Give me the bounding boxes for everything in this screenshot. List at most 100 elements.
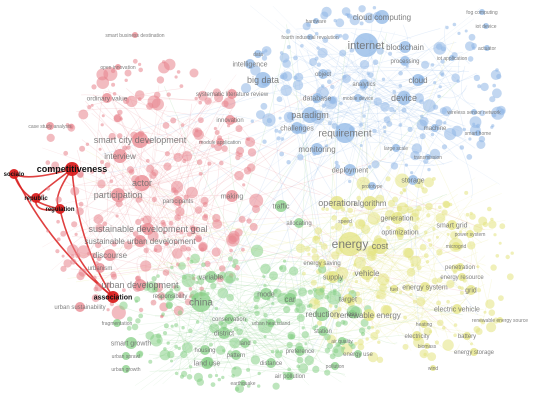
term-node[interactable] bbox=[420, 282, 430, 292]
term-label[interactable]: participation bbox=[94, 190, 143, 200]
term-label[interactable]: wireless sensor network bbox=[447, 110, 501, 116]
term-node[interactable] bbox=[31, 193, 41, 203]
term-label[interactable]: wind bbox=[428, 366, 439, 372]
term-node[interactable] bbox=[205, 271, 217, 283]
term-label[interactable]: requirement bbox=[318, 129, 372, 140]
term-label[interactable]: fragmentation bbox=[102, 321, 133, 327]
term-label[interactable]: challenges bbox=[280, 125, 314, 132]
term-node[interactable] bbox=[165, 291, 175, 301]
term-node[interactable] bbox=[452, 242, 460, 250]
term-label[interactable]: smart grid bbox=[436, 222, 467, 229]
term-label[interactable]: competitiveness bbox=[37, 164, 108, 174]
term-label[interactable]: energy storage bbox=[454, 350, 495, 356]
term-label[interactable]: fourth industrial revolution bbox=[281, 35, 338, 41]
term-node[interactable] bbox=[335, 123, 355, 143]
term-node[interactable] bbox=[447, 220, 457, 230]
term-label[interactable]: pollution bbox=[326, 364, 345, 370]
term-label[interactable]: prototype bbox=[362, 184, 383, 190]
term-node[interactable] bbox=[142, 223, 154, 235]
term-node[interactable] bbox=[372, 238, 388, 254]
term-node[interactable] bbox=[134, 235, 146, 247]
term-label[interactable]: discourse bbox=[93, 251, 128, 260]
term-label[interactable]: speed bbox=[338, 219, 352, 225]
term-node[interactable] bbox=[107, 291, 119, 303]
term-label[interactable]: sustainable development goal bbox=[88, 224, 207, 234]
term-node[interactable] bbox=[354, 94, 362, 102]
term-label[interactable]: traffic bbox=[273, 203, 290, 210]
term-node[interactable] bbox=[315, 307, 329, 321]
term-label[interactable]: biomass bbox=[418, 344, 437, 350]
term-label[interactable]: smart growth bbox=[111, 340, 152, 347]
term-label[interactable]: power system bbox=[455, 232, 486, 238]
term-node[interactable] bbox=[359, 79, 369, 89]
term-label[interactable]: storage bbox=[401, 177, 424, 184]
term-node[interactable] bbox=[431, 124, 439, 132]
term-label[interactable]: participants bbox=[163, 199, 194, 205]
term-node[interactable] bbox=[497, 317, 503, 323]
term-label[interactable]: car bbox=[284, 295, 295, 304]
term-node[interactable] bbox=[113, 319, 121, 327]
term-node[interactable] bbox=[354, 33, 378, 57]
term-node[interactable] bbox=[392, 144, 400, 152]
term-label[interactable]: housing bbox=[194, 348, 215, 354]
term-node[interactable] bbox=[363, 196, 377, 210]
term-label[interactable]: fog computing bbox=[466, 10, 498, 16]
term-label[interactable]: energy resource bbox=[440, 275, 484, 281]
term-label[interactable]: socialo bbox=[4, 172, 25, 178]
term-label[interactable]: station bbox=[314, 329, 332, 335]
term-label[interactable]: open innovation bbox=[100, 65, 136, 71]
term-label[interactable]: urban development bbox=[101, 280, 179, 290]
term-node[interactable] bbox=[341, 217, 349, 225]
term-label[interactable]: china bbox=[189, 298, 213, 309]
term-label[interactable]: mobile device bbox=[343, 96, 374, 102]
term-label[interactable]: regulation bbox=[45, 207, 74, 213]
term-node[interactable] bbox=[173, 196, 183, 206]
term-node[interactable] bbox=[456, 263, 464, 271]
term-label[interactable]: iot application bbox=[437, 56, 468, 62]
term-node[interactable] bbox=[400, 56, 410, 66]
term-label[interactable]: mode bbox=[257, 291, 275, 298]
term-node[interactable] bbox=[338, 232, 362, 256]
term-label[interactable]: energy use bbox=[343, 352, 373, 358]
term-label[interactable]: microgrid bbox=[446, 244, 467, 250]
term-label[interactable]: iot device bbox=[475, 24, 496, 30]
term-node[interactable] bbox=[368, 182, 376, 190]
term-label[interactable]: smart business destination bbox=[105, 33, 164, 39]
term-node[interactable] bbox=[291, 122, 303, 134]
term-node[interactable] bbox=[46, 122, 54, 130]
term-node[interactable] bbox=[348, 310, 356, 318]
term-label[interactable]: object bbox=[315, 72, 331, 78]
term-label[interactable]: processing bbox=[390, 59, 419, 65]
term-label[interactable]: energy bbox=[332, 237, 369, 251]
term-label[interactable]: urbanism bbox=[88, 266, 113, 272]
term-label[interactable]: systematic literature review bbox=[196, 92, 269, 98]
term-node[interactable] bbox=[132, 132, 148, 148]
term-node[interactable] bbox=[458, 273, 466, 281]
term-node[interactable] bbox=[115, 64, 121, 70]
term-label[interactable]: paradigm bbox=[291, 110, 329, 120]
term-node[interactable] bbox=[399, 41, 411, 53]
term-label[interactable]: making bbox=[221, 193, 244, 200]
term-label[interactable]: grid bbox=[465, 287, 477, 294]
term-node[interactable] bbox=[134, 175, 150, 191]
term-label[interactable]: variable bbox=[199, 274, 224, 281]
term-label[interactable]: electricity bbox=[404, 334, 429, 340]
term-node[interactable] bbox=[343, 294, 353, 304]
term-label[interactable]: urban heat island bbox=[252, 321, 291, 327]
term-label[interactable]: energy saving bbox=[303, 261, 340, 267]
term-label[interactable]: interview bbox=[104, 152, 136, 161]
term-node[interactable] bbox=[122, 352, 130, 360]
term-node[interactable] bbox=[408, 175, 418, 185]
term-label[interactable]: actuator bbox=[478, 46, 496, 52]
term-label[interactable]: smart city development bbox=[94, 135, 187, 145]
term-node[interactable] bbox=[240, 338, 250, 348]
term-node[interactable] bbox=[412, 74, 424, 86]
term-node[interactable] bbox=[425, 154, 431, 160]
term-label[interactable]: innovation bbox=[216, 118, 243, 124]
term-node[interactable] bbox=[201, 357, 213, 369]
term-node[interactable] bbox=[260, 288, 272, 300]
term-node[interactable] bbox=[330, 196, 344, 210]
term-label[interactable]: algorithm bbox=[354, 199, 387, 208]
term-label[interactable]: earthquake bbox=[230, 381, 255, 387]
term-node[interactable] bbox=[218, 327, 230, 339]
